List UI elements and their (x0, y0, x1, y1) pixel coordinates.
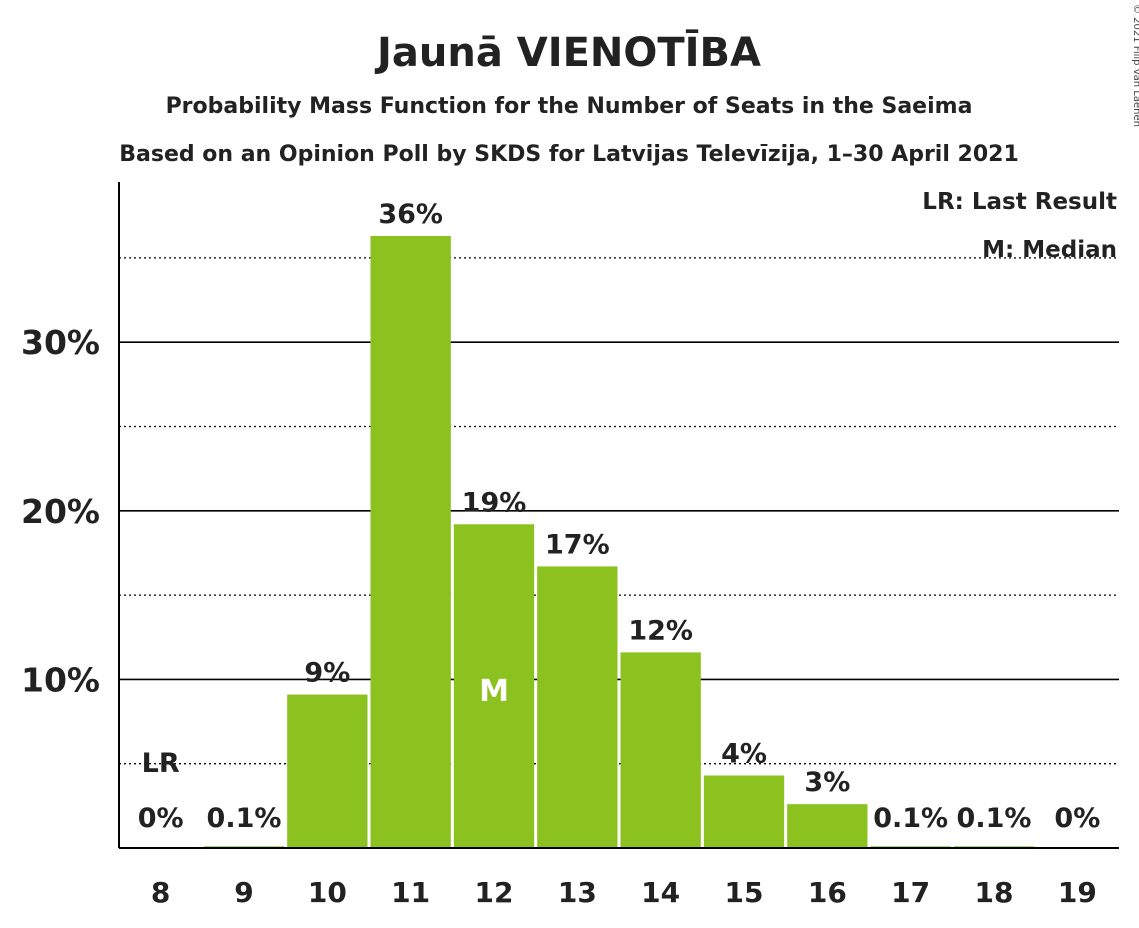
copyright-note: © 2021 Filip van Laenen (1131, 4, 1139, 127)
data-label-seats-17: 0.1% (873, 803, 948, 834)
x-tick-label-14: 14 (641, 876, 680, 909)
bar-seats-10 (287, 694, 368, 848)
x-tick-label-16: 16 (808, 876, 847, 909)
x-tick-label-11: 11 (391, 876, 430, 909)
data-label-seats-14: 12% (628, 615, 693, 646)
x-tick-label-12: 12 (475, 876, 514, 909)
data-label-seats-12: 19% (462, 487, 527, 518)
bars (203, 235, 1035, 848)
bar-seats-11 (370, 235, 451, 848)
y-tick-label-10: 10% (21, 660, 100, 699)
gridlines (119, 257, 1119, 765)
x-tick-label-8: 8 (151, 876, 170, 909)
legend-median: M: Median (982, 237, 1117, 263)
last-result-marker: LR (142, 748, 180, 779)
axes (118, 182, 1119, 849)
chart-title: Jaunā VIENOTĪBA (374, 28, 761, 76)
x-tick-label-9: 9 (234, 876, 253, 909)
chart-subtitle: Probability Mass Function for the Number… (166, 94, 973, 119)
data-label-seats-11: 36% (378, 199, 443, 230)
x-tick-label-17: 17 (891, 876, 930, 909)
data-label-seats-10: 9% (304, 658, 350, 689)
x-tick-label-15: 15 (725, 876, 764, 909)
bar-seats-16 (787, 804, 868, 848)
data-label-seats-16: 3% (804, 767, 850, 798)
y-tick-label-20: 20% (21, 492, 100, 531)
x-tick-labels: 8 9 10 11 12 13 14 15 16 17 18 19 (151, 876, 1097, 909)
data-labels: 0% LR 0.1% 9% 36% 19% M 17% 12% 4% 3% 0.1% 0.1% 0% (138, 199, 1101, 834)
chart-subtitle-source: Based on an Opinion Poll by SKDS for Lat… (119, 142, 1019, 167)
legend-last-result: LR: Last Result (922, 189, 1117, 215)
bar-seats-13 (537, 566, 618, 848)
data-label-seats-15: 4% (721, 738, 767, 769)
bar-seats-14 (620, 652, 701, 848)
data-label-seats-19: 0% (1054, 803, 1100, 834)
x-tick-label-19: 19 (1058, 876, 1097, 909)
x-tick-label-13: 13 (558, 876, 597, 909)
median-marker: M (479, 674, 509, 709)
data-label-seats-18: 0.1% (957, 803, 1032, 834)
data-label-seats-8: 0% (138, 803, 184, 834)
bar-seats-15 (703, 775, 785, 848)
data-label-seats-13: 17% (545, 529, 610, 560)
x-tick-label-10: 10 (308, 876, 347, 909)
y-tick-label-30: 30% (21, 323, 100, 362)
bar-seats-12 (453, 524, 535, 848)
y-tick-labels: 10% 20% 30% (21, 323, 100, 699)
x-tick-label-18: 18 (975, 876, 1014, 909)
data-label-seats-9: 0.1% (207, 803, 282, 834)
